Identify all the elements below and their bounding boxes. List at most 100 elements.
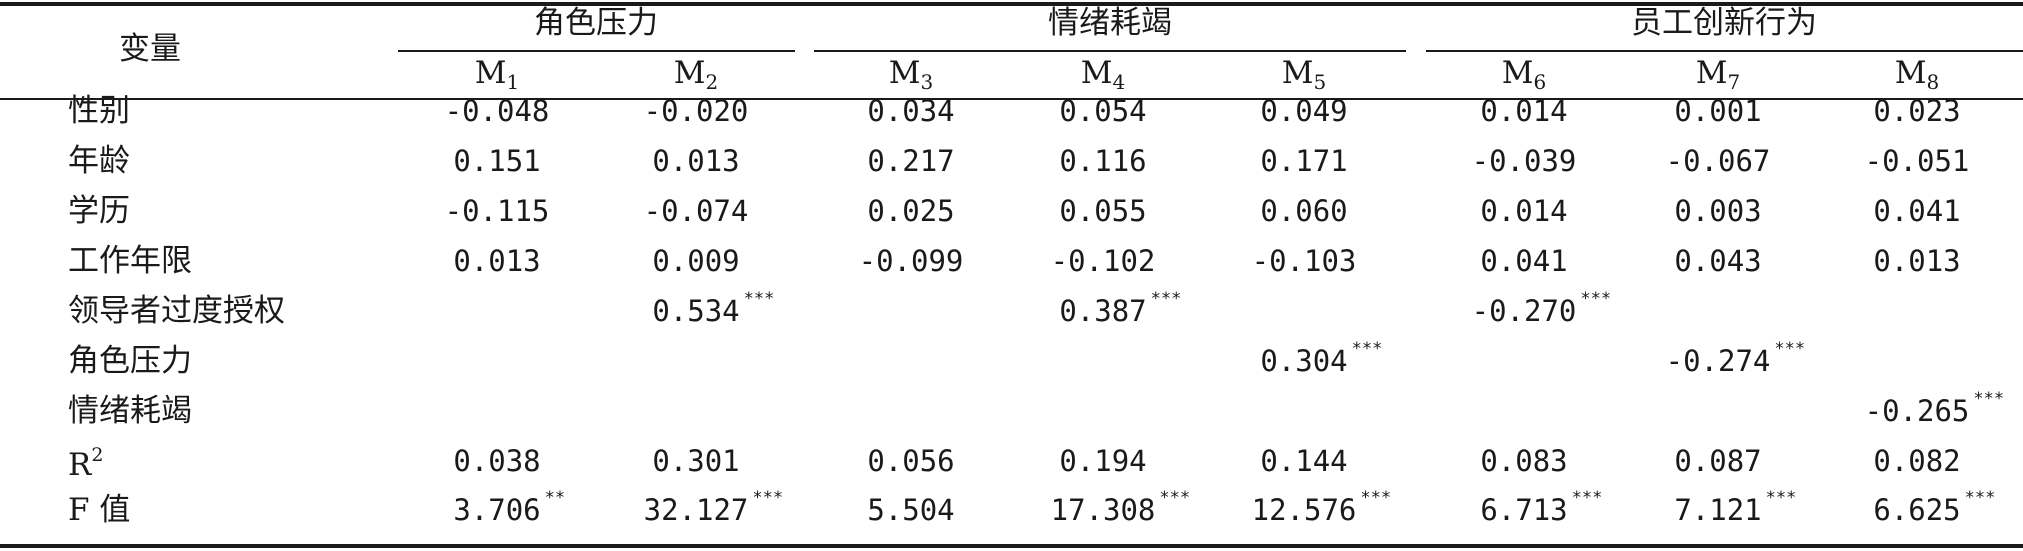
coefficient-value: 0.171 [1260, 144, 1348, 178]
table-cell: 0.025 [867, 197, 954, 226]
significance-stars: ** [544, 488, 566, 508]
row-label-text: 性别 [68, 93, 130, 129]
model-letter: M [1281, 55, 1314, 91]
row-label-text: 角色压力 [68, 343, 192, 379]
coefficient-value: -0.067 [1665, 144, 1771, 178]
table-cell: 0.038 [453, 447, 540, 476]
significance-stars: *** [752, 488, 784, 508]
table-cell: -0.051 [1865, 147, 1970, 176]
row-label-text: 领导者过度授权 [68, 293, 285, 329]
significance-stars: *** [1571, 488, 1603, 508]
coefficient-value: 32.127 [643, 493, 749, 527]
significance-stars: *** [743, 289, 775, 309]
table-cell: 0.041 [1873, 197, 1960, 226]
table-cell: 17.308 *** [1050, 490, 1190, 527]
table-cell: 0.171 [1260, 147, 1347, 176]
model-subscript: 6 [1533, 70, 1547, 94]
row-label: 学历 [68, 196, 130, 227]
significance-stars: *** [1774, 339, 1806, 359]
coefficient-value: 0.013 [453, 244, 541, 278]
row-label-text: 情绪耗竭 [68, 393, 192, 429]
coefficient-value: -0.265 [1864, 394, 1970, 428]
row-label-text: 学历 [68, 193, 130, 229]
significance-stars: *** [1765, 488, 1797, 508]
model-header-m1: M1 [475, 58, 519, 93]
table-cell: 0.001 [1674, 97, 1761, 126]
coefficient-value: 0.054 [1059, 94, 1147, 128]
table-cell: 0.013 [1873, 247, 1960, 276]
coefficient-value: 0.049 [1260, 94, 1348, 128]
model-letter: M [1695, 55, 1728, 91]
table-cell: -0.274 *** [1666, 341, 1805, 376]
model-header-m5: M5 [1281, 55, 1327, 94]
table-cell: -0.020 [644, 97, 749, 126]
model-subscript: 4 [1112, 70, 1126, 94]
significance-stars: *** [1580, 289, 1612, 309]
coefficient-value: 0.194 [1059, 444, 1147, 478]
table-cell: -0.265 *** [1864, 391, 2004, 428]
coefficient-value: 0.023 [1873, 94, 1961, 128]
coefficient-value: 0.013 [652, 144, 740, 178]
group-title-role-stress: 角色压力 [534, 5, 658, 41]
coefficient-value: 0.060 [1260, 194, 1348, 228]
row-label: 情绪耗竭 [68, 396, 192, 427]
table-cell: 0.194 [1059, 447, 1146, 476]
bottom-rule [0, 544, 2023, 548]
coefficient-value: 0.083 [1480, 444, 1568, 478]
model-letter: M [888, 55, 921, 91]
group-underline-role-stress [398, 50, 795, 52]
model-header-m6: M6 [1501, 55, 1547, 94]
coefficient-value: 0.082 [1873, 444, 1961, 478]
table-cell: -0.067 [1666, 147, 1771, 176]
model-header-m7: M7 [1695, 55, 1740, 93]
table-cell: 12.576 *** [1252, 490, 1391, 525]
significance-stars: *** [1159, 488, 1191, 508]
row-label-text: F 值 [68, 492, 131, 528]
table-cell: 0.043 [1674, 247, 1761, 276]
coefficient-value: -0.051 [1864, 144, 1970, 178]
row-label: 角色压力 [68, 346, 192, 377]
model-header-m4: M4 [1081, 58, 1126, 94]
table-cell: 0.534 *** [652, 291, 774, 326]
table-cell: 6.713 *** [1480, 490, 1602, 525]
coefficient-value: 0.387 [1059, 294, 1147, 328]
coefficient-value: -0.115 [444, 194, 550, 228]
table-cell: 7.121 *** [1674, 490, 1796, 527]
row-label: 年龄 [68, 146, 130, 177]
group-underline-innovation [1426, 50, 2023, 52]
table-cell: -0.074 [644, 197, 749, 226]
table-cell: -0.102 [1051, 247, 1156, 276]
coefficient-value: 7.121 [1674, 493, 1762, 527]
table-cell: -0.099 [859, 247, 964, 276]
row-label-text: 年龄 [68, 143, 130, 179]
coefficient-value: 0.013 [1873, 244, 1961, 278]
table-cell: 0.055 [1059, 197, 1146, 226]
coefficient-value: 0.116 [1059, 144, 1147, 178]
row-label-text: 工作年限 [68, 243, 192, 279]
table-cell: -0.048 [445, 97, 550, 126]
table-cell: 0.003 [1674, 197, 1761, 226]
model-header-m3: M3 [888, 55, 933, 93]
coefficient-value: -0.102 [1050, 244, 1156, 278]
table-cell: -0.039 [1472, 147, 1577, 176]
coefficient-value: 0.001 [1674, 94, 1762, 128]
coefficient-value: -0.048 [444, 94, 550, 128]
coefficient-value: -0.020 [643, 94, 749, 128]
variable-header: 变量 [119, 31, 181, 67]
group-underline-emotional-exhaustion [814, 50, 1406, 52]
coefficient-value: 17.308 [1050, 493, 1156, 527]
table-cell: 0.034 [867, 97, 954, 126]
model-letter: M [1501, 55, 1534, 91]
table-cell: 0.387 *** [1059, 291, 1181, 328]
coefficient-value: 0.056 [867, 444, 955, 478]
significance-stars: *** [1360, 488, 1392, 508]
coefficient-value: 6.625 [1873, 493, 1961, 527]
table-cell: -0.115 [445, 197, 550, 226]
row-label: F 值 [68, 495, 130, 526]
coefficient-value: 0.301 [652, 444, 740, 478]
model-subscript: 5 [1313, 70, 1327, 94]
coefficient-value: -0.099 [858, 244, 964, 278]
coefficient-value: 0.041 [1873, 194, 1961, 228]
model-subscript: 8 [1926, 70, 1940, 94]
